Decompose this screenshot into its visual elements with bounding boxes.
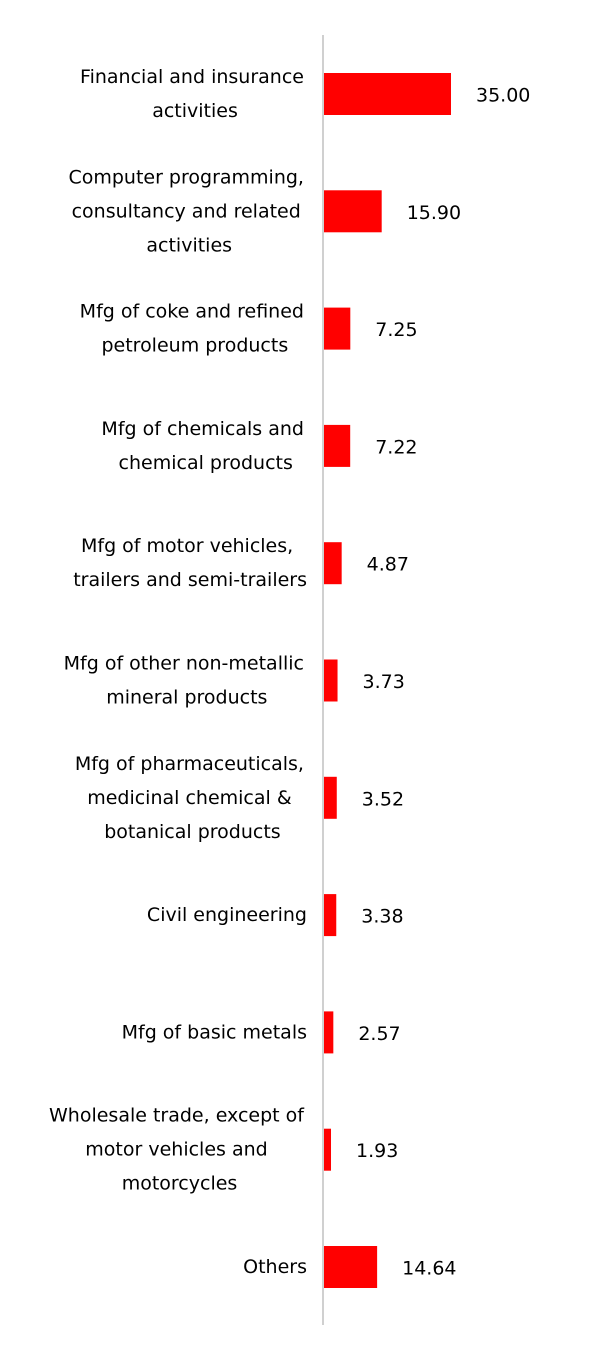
category-label: Computer programming, consultancy and re… <box>68 166 310 256</box>
value-label: 3.38 <box>361 906 403 928</box>
category-label: Mfg of motor vehicles, trailers and semi… <box>73 535 307 591</box>
category-label: Civil engineering <box>147 904 307 926</box>
value-label: 7.22 <box>375 436 417 458</box>
category-label: Mfg of basic metals <box>122 1021 307 1043</box>
bar <box>324 776 337 819</box>
bar <box>324 1128 332 1171</box>
bar <box>324 1011 334 1054</box>
category-label: Mfg of other non-metallic mineral produc… <box>64 652 310 708</box>
value-label: 7.25 <box>375 319 417 341</box>
bar <box>324 190 382 233</box>
bar <box>324 542 342 585</box>
category-label: Mfg of coke and refined petroleum produc… <box>80 300 310 356</box>
bar <box>324 659 338 702</box>
bar <box>324 73 451 115</box>
bar <box>324 1246 378 1288</box>
bar <box>324 307 351 350</box>
value-label: 14.64 <box>402 1258 456 1280</box>
value-label: 4.87 <box>367 554 409 576</box>
bar <box>324 894 337 937</box>
value-label: 3.73 <box>363 671 405 693</box>
value-label: 1.93 <box>356 1140 398 1162</box>
category-label: Mfg of pharmaceuticals, medicinal chemic… <box>75 752 310 842</box>
category-label: Others <box>243 1256 307 1278</box>
value-label: 2.57 <box>358 1023 400 1045</box>
category-label: Wholesale trade, except of motor vehicle… <box>49 1104 310 1194</box>
category-label: Financial and insurance activities <box>80 66 310 122</box>
value-label: 35.00 <box>476 85 530 107</box>
value-label: 3.52 <box>362 788 404 810</box>
value-label: 15.90 <box>407 202 461 224</box>
bar <box>324 424 351 467</box>
category-label: Mfg of chemicals and chemical products <box>101 417 310 473</box>
